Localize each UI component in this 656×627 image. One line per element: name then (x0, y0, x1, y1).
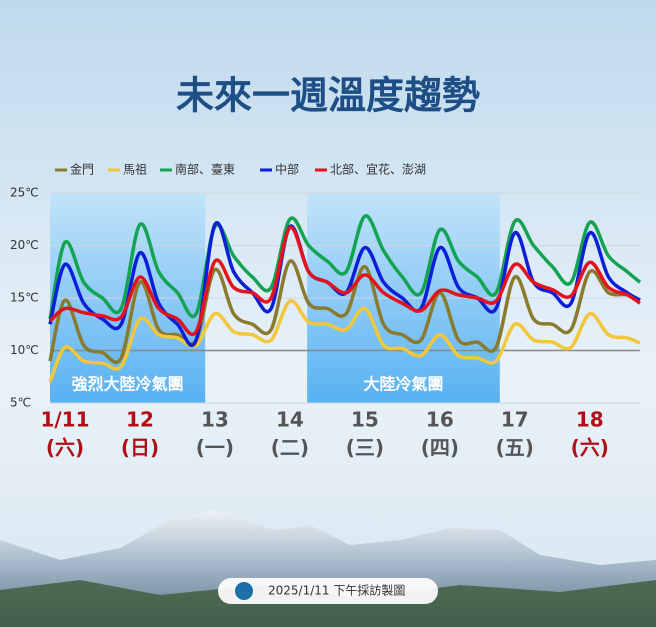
x-tick-sublabel: (一) (196, 436, 234, 460)
footer-text: 2025/1/11 下午採訪製圖 (268, 583, 405, 598)
y-tick-label: 10℃ (10, 343, 39, 357)
series-line (48, 259, 641, 364)
period-label: 強烈大陸冷氣團 (72, 375, 184, 394)
y-tick-label: 25℃ (10, 186, 39, 200)
x-tick-label: 15 (351, 408, 379, 432)
x-tick-label: 12 (126, 408, 154, 432)
x-tick-sublabel: (二) (271, 436, 309, 460)
x-tick-label: 16 (426, 408, 454, 432)
legend-label: 南部、臺東 (175, 162, 235, 177)
x-tick-sublabel: (五) (496, 436, 534, 460)
x-tick-sublabel: (六) (46, 436, 84, 460)
x-tick-label: 13 (201, 408, 229, 432)
x-tick-sublabel: (四) (421, 436, 459, 460)
chart-title: 未來一週溫度趨勢 (176, 74, 480, 118)
series-line (48, 299, 641, 383)
x-tick-label: 17 (501, 408, 529, 432)
x-tick-sublabel: (日) (121, 436, 159, 460)
y-tick-label: 15℃ (10, 291, 39, 305)
series-line (48, 225, 641, 336)
legend-label: 北部、宜花、澎湖 (330, 162, 426, 177)
x-tick-label: 1/11 (40, 408, 89, 432)
y-tick-label: 20℃ (10, 238, 39, 252)
x-tick-sublabel: (三) (346, 436, 384, 460)
footer-box (218, 578, 438, 604)
y-tick-label: 5℃ (10, 396, 31, 410)
x-tick-label: 18 (576, 408, 604, 432)
logo (235, 582, 253, 600)
series-line (48, 214, 642, 320)
legend-label: 馬祖 (123, 162, 147, 177)
x-tick-label: 14 (276, 408, 304, 432)
legend-label: 中部 (275, 162, 299, 177)
x-tick-sublabel: (六) (571, 436, 609, 460)
period-label: 大陸冷氣團 (363, 375, 443, 394)
legend-label: 金門 (70, 162, 94, 177)
